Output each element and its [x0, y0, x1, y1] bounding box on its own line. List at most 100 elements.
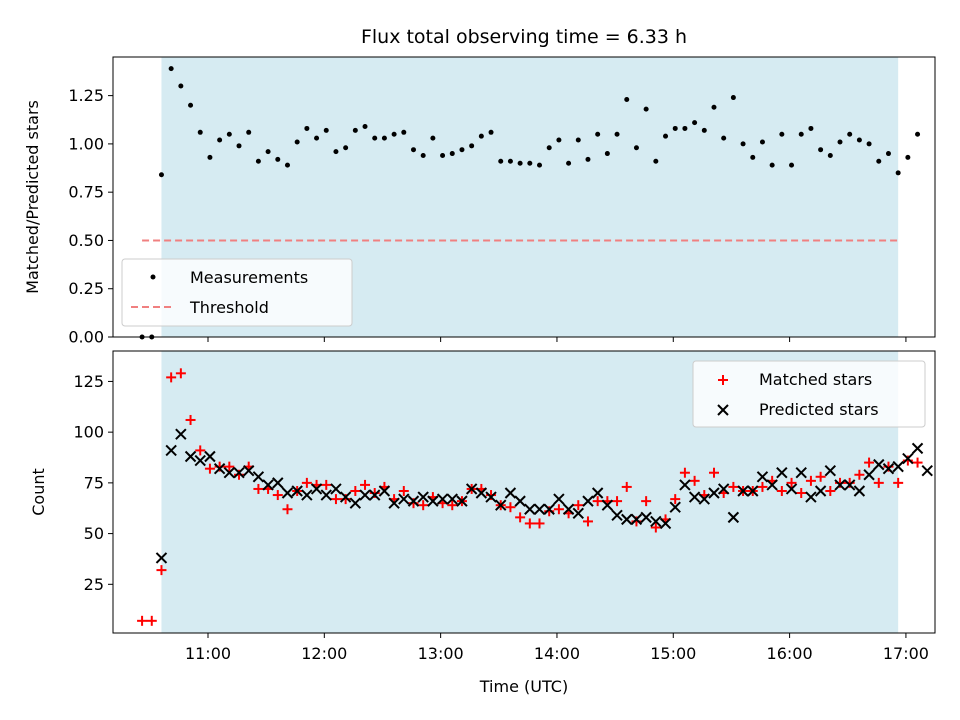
ratio-legend-box [121, 258, 353, 327]
measurement-point [827, 152, 833, 158]
legend-measurements-marker [150, 274, 156, 280]
measurement-point [284, 162, 290, 168]
measurement-point [440, 152, 446, 158]
measurement-point [430, 135, 436, 141]
predicted-star-point [553, 493, 565, 505]
measurement-point [575, 137, 581, 143]
ratio-y-axis-label: Matched/Predicted stars [23, 100, 42, 294]
measurement-point [168, 66, 174, 72]
measurement-point [517, 160, 523, 166]
measurement-point [711, 104, 717, 110]
predicted-star-point [902, 452, 914, 465]
measurement-point [856, 137, 862, 143]
matched-star-point [864, 457, 875, 468]
predicted-star-point [630, 513, 643, 526]
cross-mark-b [514, 495, 526, 507]
cross-mark-b [717, 483, 730, 495]
cross-mark-b [650, 515, 662, 528]
cross-mark-b [921, 464, 933, 477]
measurement-point [158, 172, 164, 178]
predicted-star-point [301, 489, 313, 501]
cross-mark-b [495, 499, 507, 511]
matched-star-point [873, 477, 884, 488]
y-tick-label: 0.75 [68, 183, 104, 202]
predicted-star-point [795, 467, 807, 479]
cross-mark-b [524, 503, 536, 515]
measurement-point [633, 145, 639, 151]
measurement-point [294, 139, 300, 145]
cross-mark-b [204, 450, 216, 463]
measurement-point [847, 131, 853, 137]
predicted-star-point [621, 513, 633, 526]
cross-mark-b [504, 487, 517, 499]
predicted-star-point [281, 487, 294, 499]
y-tick-label: 100 [73, 423, 104, 442]
cross-mark-b [737, 485, 749, 497]
measurement-point [537, 162, 543, 168]
measurement-point [527, 160, 533, 166]
matched-star-point [156, 565, 167, 576]
measurement-point [885, 151, 891, 157]
measurement-point [207, 154, 213, 160]
cross-mark-b [892, 460, 904, 473]
cross-mark-b [834, 479, 846, 491]
predicted-star-point [330, 483, 342, 495]
matched-star-point [592, 496, 603, 507]
predicted-star-point [892, 460, 904, 473]
measurement-point [255, 158, 261, 164]
cross-mark-b [543, 503, 555, 515]
measurement-point [265, 149, 271, 155]
predicted-star-point [747, 485, 759, 497]
predicted-star-point [533, 503, 546, 515]
count-panel: 25 50 75 100 125 11:00 12:00 13:00 14:00 15:00 16… [29, 350, 936, 696]
predicted-star-point [514, 495, 526, 507]
measurement-point [740, 141, 746, 147]
matched-star-point [350, 485, 361, 496]
measurement-point [818, 147, 824, 153]
matched-star-point [321, 479, 332, 490]
predicted-star-point [388, 497, 400, 509]
predicted-star-point [824, 464, 837, 477]
matched-star-point [621, 481, 632, 492]
predicted-star-point [436, 493, 449, 505]
cross-mark-b [669, 501, 681, 513]
matched-star-point [175, 368, 186, 379]
cross-mark-b [213, 462, 226, 475]
measurement-point [730, 95, 736, 101]
matched-star-point [253, 483, 264, 494]
ratio-y-ticks: 0.00 0.25 0.50 0.75 1.00 1.25 [68, 86, 113, 347]
predicted-star-point [378, 485, 391, 497]
measurement-point [653, 158, 659, 164]
predicted-star-point [213, 462, 226, 475]
measurement-point [798, 131, 804, 137]
predicted-star-point [785, 483, 798, 495]
matched-star-point [398, 485, 409, 496]
measurement-point [372, 135, 378, 141]
predicted-star-point [504, 487, 517, 499]
predicted-star-point [650, 515, 662, 528]
cross-mark-b [165, 444, 177, 457]
y-tick-label: 50 [84, 524, 104, 543]
predicted-star-point [640, 511, 652, 524]
predicted-star-point [456, 495, 468, 507]
cross-mark-b [339, 491, 352, 503]
y-tick-label: 1.00 [68, 134, 104, 153]
measurement-point [226, 131, 232, 137]
matched-star-point [805, 475, 816, 486]
matched-star-point [582, 516, 593, 527]
cross-mark-b [465, 483, 478, 495]
legend-threshold-label: Threshold [189, 298, 269, 317]
x-tick-label: 12:00 [301, 644, 347, 663]
predicted-star-point [359, 489, 371, 501]
matched-star-point [689, 475, 700, 486]
matched-star-point [650, 522, 661, 533]
cross-mark-b [475, 487, 488, 499]
cross-mark-b [640, 511, 652, 524]
measurement-point [769, 162, 775, 168]
cross-mark-b [369, 489, 381, 501]
y-tick-label: 25 [84, 575, 104, 594]
cross-mark-b [853, 485, 866, 497]
measurement-point [905, 154, 911, 160]
matched-star-point [166, 372, 177, 383]
